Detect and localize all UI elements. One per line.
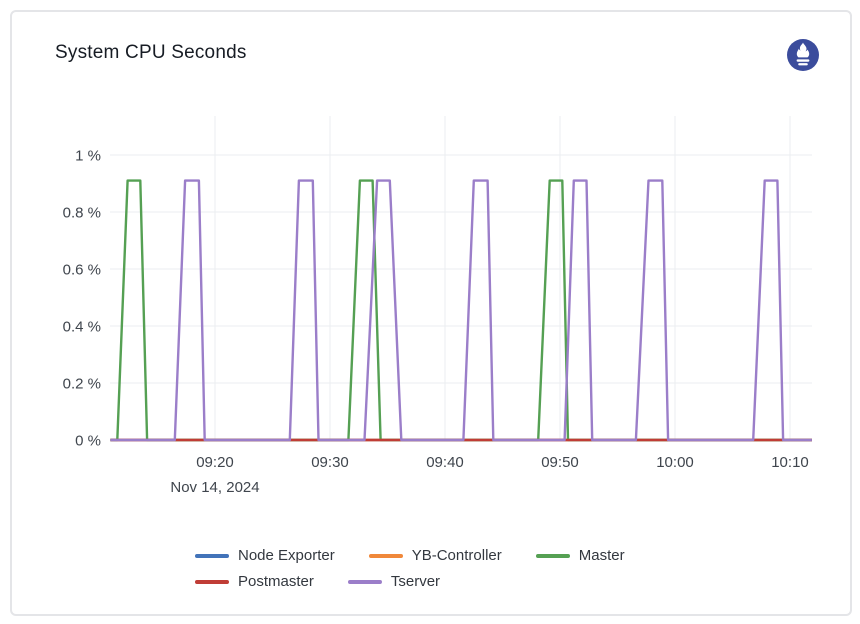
chart-card xyxy=(10,10,852,616)
prometheus-icon[interactable] xyxy=(786,38,820,72)
y-axis-tick-label: 0.2 % xyxy=(63,376,101,393)
y-axis-tick-label: 1 % xyxy=(75,148,101,165)
legend-item-tserver[interactable]: Tserver xyxy=(347,573,441,590)
page-title: System CPU Seconds xyxy=(55,42,247,63)
prometheus-torch-bar-top xyxy=(796,59,810,62)
x-axis-tick-label: 10:00 xyxy=(656,454,694,471)
legend-item-yb-controller[interactable]: YB-Controller xyxy=(368,547,502,564)
series-line-tserver[interactable] xyxy=(110,179,812,442)
x-axis-tick-label: 09:20 xyxy=(196,454,234,471)
x-axis-tick-label: 10:10 xyxy=(771,454,809,471)
y-axis-tick-label: 0.4 % xyxy=(63,319,101,336)
legend-item-postmaster[interactable]: Postmaster xyxy=(195,573,314,590)
legend-item-node-exporter[interactable]: Node Exporter xyxy=(195,547,335,564)
legend-item-master[interactable]: Master xyxy=(535,547,625,564)
x-axis-tick-label: 09:30 xyxy=(311,454,349,471)
legend-swatch-icon xyxy=(195,553,229,558)
y-axis-tick-label: 0.8 % xyxy=(63,205,101,222)
y-axis-tick-label: 0.6 % xyxy=(63,262,101,279)
legend-label: YB-Controller xyxy=(411,547,502,564)
legend-label: Tserver xyxy=(390,573,441,590)
legend-label: Node Exporter xyxy=(238,547,335,564)
legend-swatch-icon xyxy=(535,553,570,558)
x-axis-tick-label: 09:50 xyxy=(541,454,579,471)
chart-legend: Node Exporter YB-Controller Master Postmast… xyxy=(195,547,665,590)
prometheus-torch-bar-bottom xyxy=(798,63,808,66)
legend-label: Master xyxy=(578,547,625,564)
legend-swatch-icon xyxy=(347,579,382,584)
x-axis-date-label: Nov 14, 2024 xyxy=(170,479,259,496)
legend-swatch-icon xyxy=(368,553,403,558)
series-line-master[interactable] xyxy=(110,179,812,442)
legend-swatch-icon xyxy=(195,579,229,584)
x-axis-tick-label: 09:40 xyxy=(426,454,464,471)
y-axis-tick-label: 0 % xyxy=(75,433,101,450)
legend-label: Postmaster xyxy=(238,573,314,590)
prometheus-flame-glyph xyxy=(796,42,810,58)
